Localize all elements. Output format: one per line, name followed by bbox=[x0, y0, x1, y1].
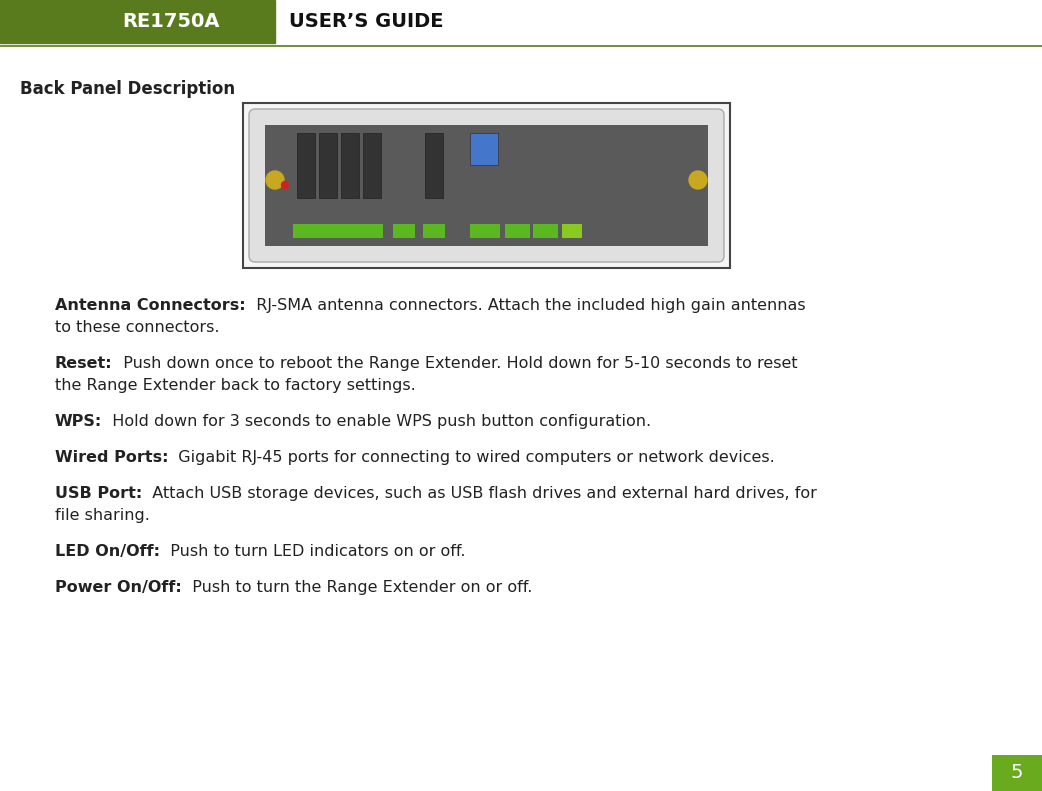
Text: to these connectors.: to these connectors. bbox=[55, 320, 220, 335]
Bar bbox=[534, 224, 559, 238]
Circle shape bbox=[266, 171, 284, 189]
Text: Gigabit RJ-45 ports for connecting to wired computers or network devices.: Gigabit RJ-45 ports for connecting to wi… bbox=[169, 450, 775, 465]
Text: USER’S GUIDE: USER’S GUIDE bbox=[289, 12, 444, 31]
Bar bbox=[423, 224, 445, 238]
Text: 5: 5 bbox=[1011, 763, 1023, 782]
Bar bbox=[265, 125, 708, 246]
Text: file sharing.: file sharing. bbox=[55, 508, 150, 523]
Bar bbox=[470, 133, 498, 165]
Text: Attach USB storage devices, such as USB flash drives and external hard drives, f: Attach USB storage devices, such as USB … bbox=[143, 486, 817, 501]
Bar bbox=[992, 755, 1042, 791]
Text: RE1750A: RE1750A bbox=[122, 12, 219, 31]
Bar bbox=[363, 133, 381, 198]
Text: RJ-SMA antenna connectors. Attach the included high gain antennas: RJ-SMA antenna connectors. Attach the in… bbox=[246, 298, 805, 313]
Bar bbox=[505, 224, 530, 238]
Bar bbox=[393, 224, 415, 238]
Bar bbox=[341, 133, 359, 198]
Bar bbox=[0, 0, 275, 43]
Bar bbox=[319, 133, 337, 198]
Bar bbox=[425, 133, 443, 198]
Text: Hold down for 3 seconds to enable WPS push button configuration.: Hold down for 3 seconds to enable WPS pu… bbox=[102, 414, 651, 429]
Text: LED On/Off:: LED On/Off: bbox=[55, 544, 160, 559]
Text: WPS:: WPS: bbox=[55, 414, 102, 429]
Text: Push down once to reboot the Range Extender. Hold down for 5-10 seconds to reset: Push down once to reboot the Range Exten… bbox=[113, 356, 797, 371]
Text: Back Panel Description: Back Panel Description bbox=[20, 80, 235, 98]
Bar bbox=[243, 103, 730, 268]
Text: Antenna Connectors:: Antenna Connectors: bbox=[55, 298, 246, 313]
FancyBboxPatch shape bbox=[249, 109, 724, 262]
Text: Push to turn LED indicators on or off.: Push to turn LED indicators on or off. bbox=[160, 544, 466, 559]
Bar bbox=[562, 224, 582, 238]
Text: the Range Extender back to factory settings.: the Range Extender back to factory setti… bbox=[55, 378, 416, 393]
Text: Push to turn the Range Extender on or off.: Push to turn the Range Extender on or of… bbox=[181, 580, 532, 595]
Text: USB Port:: USB Port: bbox=[55, 486, 143, 501]
Text: Wired Ports:: Wired Ports: bbox=[55, 450, 169, 465]
Text: Power On/Off:: Power On/Off: bbox=[55, 580, 181, 595]
Circle shape bbox=[689, 171, 708, 189]
Bar bbox=[297, 133, 315, 198]
Bar bbox=[470, 224, 500, 238]
Bar bbox=[293, 224, 383, 238]
Circle shape bbox=[281, 181, 289, 188]
Text: Reset:: Reset: bbox=[55, 356, 113, 371]
